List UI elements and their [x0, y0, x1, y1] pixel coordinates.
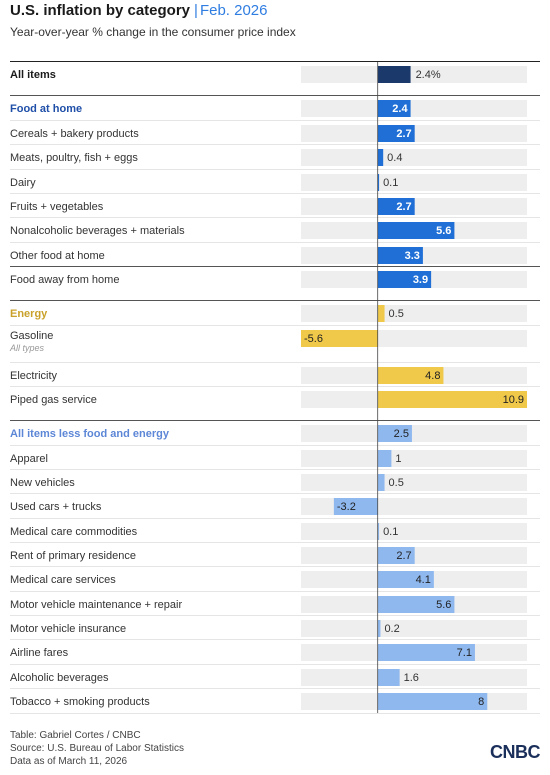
bar — [301, 330, 378, 347]
footer-credit: Table: Gabriel Cortes / CNBC — [10, 730, 141, 741]
value-label: 0.2 — [384, 623, 399, 635]
row-label: Other food at home — [10, 250, 105, 262]
bar — [377, 596, 455, 613]
cnbc-logo: CNBC — [490, 742, 541, 762]
bar — [377, 198, 415, 215]
row-label: All items less food and energy — [10, 428, 170, 440]
bar — [377, 125, 415, 142]
row-label: Food away from home — [10, 274, 119, 286]
bar-track — [301, 669, 527, 686]
value-label: 3.9 — [413, 274, 428, 286]
value-label: 5.6 — [436, 599, 451, 611]
bar — [377, 425, 412, 442]
bar — [377, 523, 380, 540]
bar — [377, 693, 488, 710]
footer-source: Source: U.S. Bureau of Labor Statistics — [10, 743, 184, 754]
bar-track — [301, 305, 527, 322]
bar-track — [301, 620, 527, 637]
value-label: 2.4% — [416, 69, 441, 81]
bar — [377, 391, 527, 408]
row-label: Rent of primary residence — [10, 550, 136, 562]
value-label: 0.5 — [389, 477, 404, 489]
bar — [377, 66, 411, 83]
row-label: Food at home — [10, 103, 82, 115]
title-separator: | — [194, 2, 198, 19]
bar — [333, 498, 378, 515]
value-label: 2.5 — [394, 428, 409, 440]
row-label: Used cars + trucks — [10, 501, 102, 513]
bar-track — [301, 523, 527, 540]
value-label: -5.6 — [304, 333, 323, 345]
bar — [377, 305, 385, 322]
row-label: New vehicles — [10, 477, 75, 489]
row-label: Nonalcoholic beverages + materials — [10, 225, 185, 237]
inflation-bar-chart: All items 2.4% Food at home 2.4 Cereals + ba… — [9, 61, 540, 714]
row-label: Airline fares — [10, 647, 69, 659]
row-label: Medical care commodities — [10, 526, 138, 538]
bar — [377, 474, 385, 491]
value-label: 5.6 — [436, 225, 451, 237]
bar-track — [301, 425, 527, 442]
value-label: 1.6 — [404, 672, 419, 684]
title-date: Feb. 2026 — [199, 2, 268, 19]
value-label: 3.3 — [405, 250, 420, 262]
title-text: U.S. inflation by category — [10, 2, 191, 19]
row-label: Apparel — [10, 453, 48, 465]
row-sublabel: All types — [9, 343, 45, 353]
value-label: 0.4 — [387, 152, 402, 164]
row-label: Motor vehicle insurance — [10, 623, 126, 635]
value-label: 0.1 — [383, 526, 398, 538]
row-label: Dairy — [10, 177, 36, 189]
bar — [377, 547, 415, 564]
value-label: 0.5 — [389, 308, 404, 320]
row-label: Tobacco + smoking products — [10, 696, 150, 708]
row-label: Alcoholic beverages — [10, 672, 109, 684]
bar — [377, 620, 381, 637]
value-label: 8 — [478, 696, 484, 708]
bar-track — [301, 100, 527, 117]
footer-date: Data as of March 11, 2026 — [10, 756, 128, 767]
bar-track — [301, 149, 527, 166]
bar-track — [301, 66, 527, 83]
row-label: Gasoline — [10, 330, 53, 342]
bar-track — [301, 174, 527, 191]
value-label: 2.4 — [392, 103, 408, 115]
value-label: 2.7 — [396, 201, 411, 213]
bar — [377, 367, 444, 384]
row-label: Meats, poultry, fish + eggs — [10, 152, 138, 164]
bar — [377, 644, 475, 661]
bar — [377, 222, 455, 239]
bar — [377, 450, 392, 467]
bar — [377, 100, 411, 117]
value-label: 2.7 — [396, 128, 411, 140]
value-label: 0.1 — [383, 177, 398, 189]
row-label: Electricity — [10, 370, 58, 382]
value-label: 7.1 — [457, 647, 472, 659]
row-label: Piped gas service — [10, 394, 97, 406]
value-label: 10.9 — [503, 394, 524, 406]
bar — [377, 247, 423, 264]
bar — [377, 174, 380, 191]
row-label: Fruits + vegetables — [10, 201, 104, 213]
bar — [377, 271, 432, 288]
value-label: -3.2 — [337, 501, 356, 513]
footer: Table: Gabriel Cortes / CNBC Source: U.S… — [10, 729, 184, 768]
value-label: 2.7 — [396, 550, 411, 562]
value-label: 1 — [395, 453, 401, 465]
value-label: 4.8 — [425, 370, 440, 382]
bar-track — [301, 474, 527, 491]
bar — [377, 149, 384, 166]
row-label: Cereals + bakery products — [10, 128, 139, 140]
bar — [377, 571, 434, 588]
row-label: Medical care services — [10, 574, 116, 586]
bar — [377, 669, 400, 686]
row-label: All items — [10, 69, 56, 81]
bar-track — [301, 450, 527, 467]
value-label: 4.1 — [416, 574, 431, 586]
chart-title: U.S. inflation by category | Feb. 2026 — [10, 2, 268, 19]
row-label: Energy — [10, 308, 48, 320]
row-label: Motor vehicle maintenance + repair — [10, 599, 182, 611]
chart-subtitle: Year-over-year % change in the consumer … — [10, 25, 296, 39]
